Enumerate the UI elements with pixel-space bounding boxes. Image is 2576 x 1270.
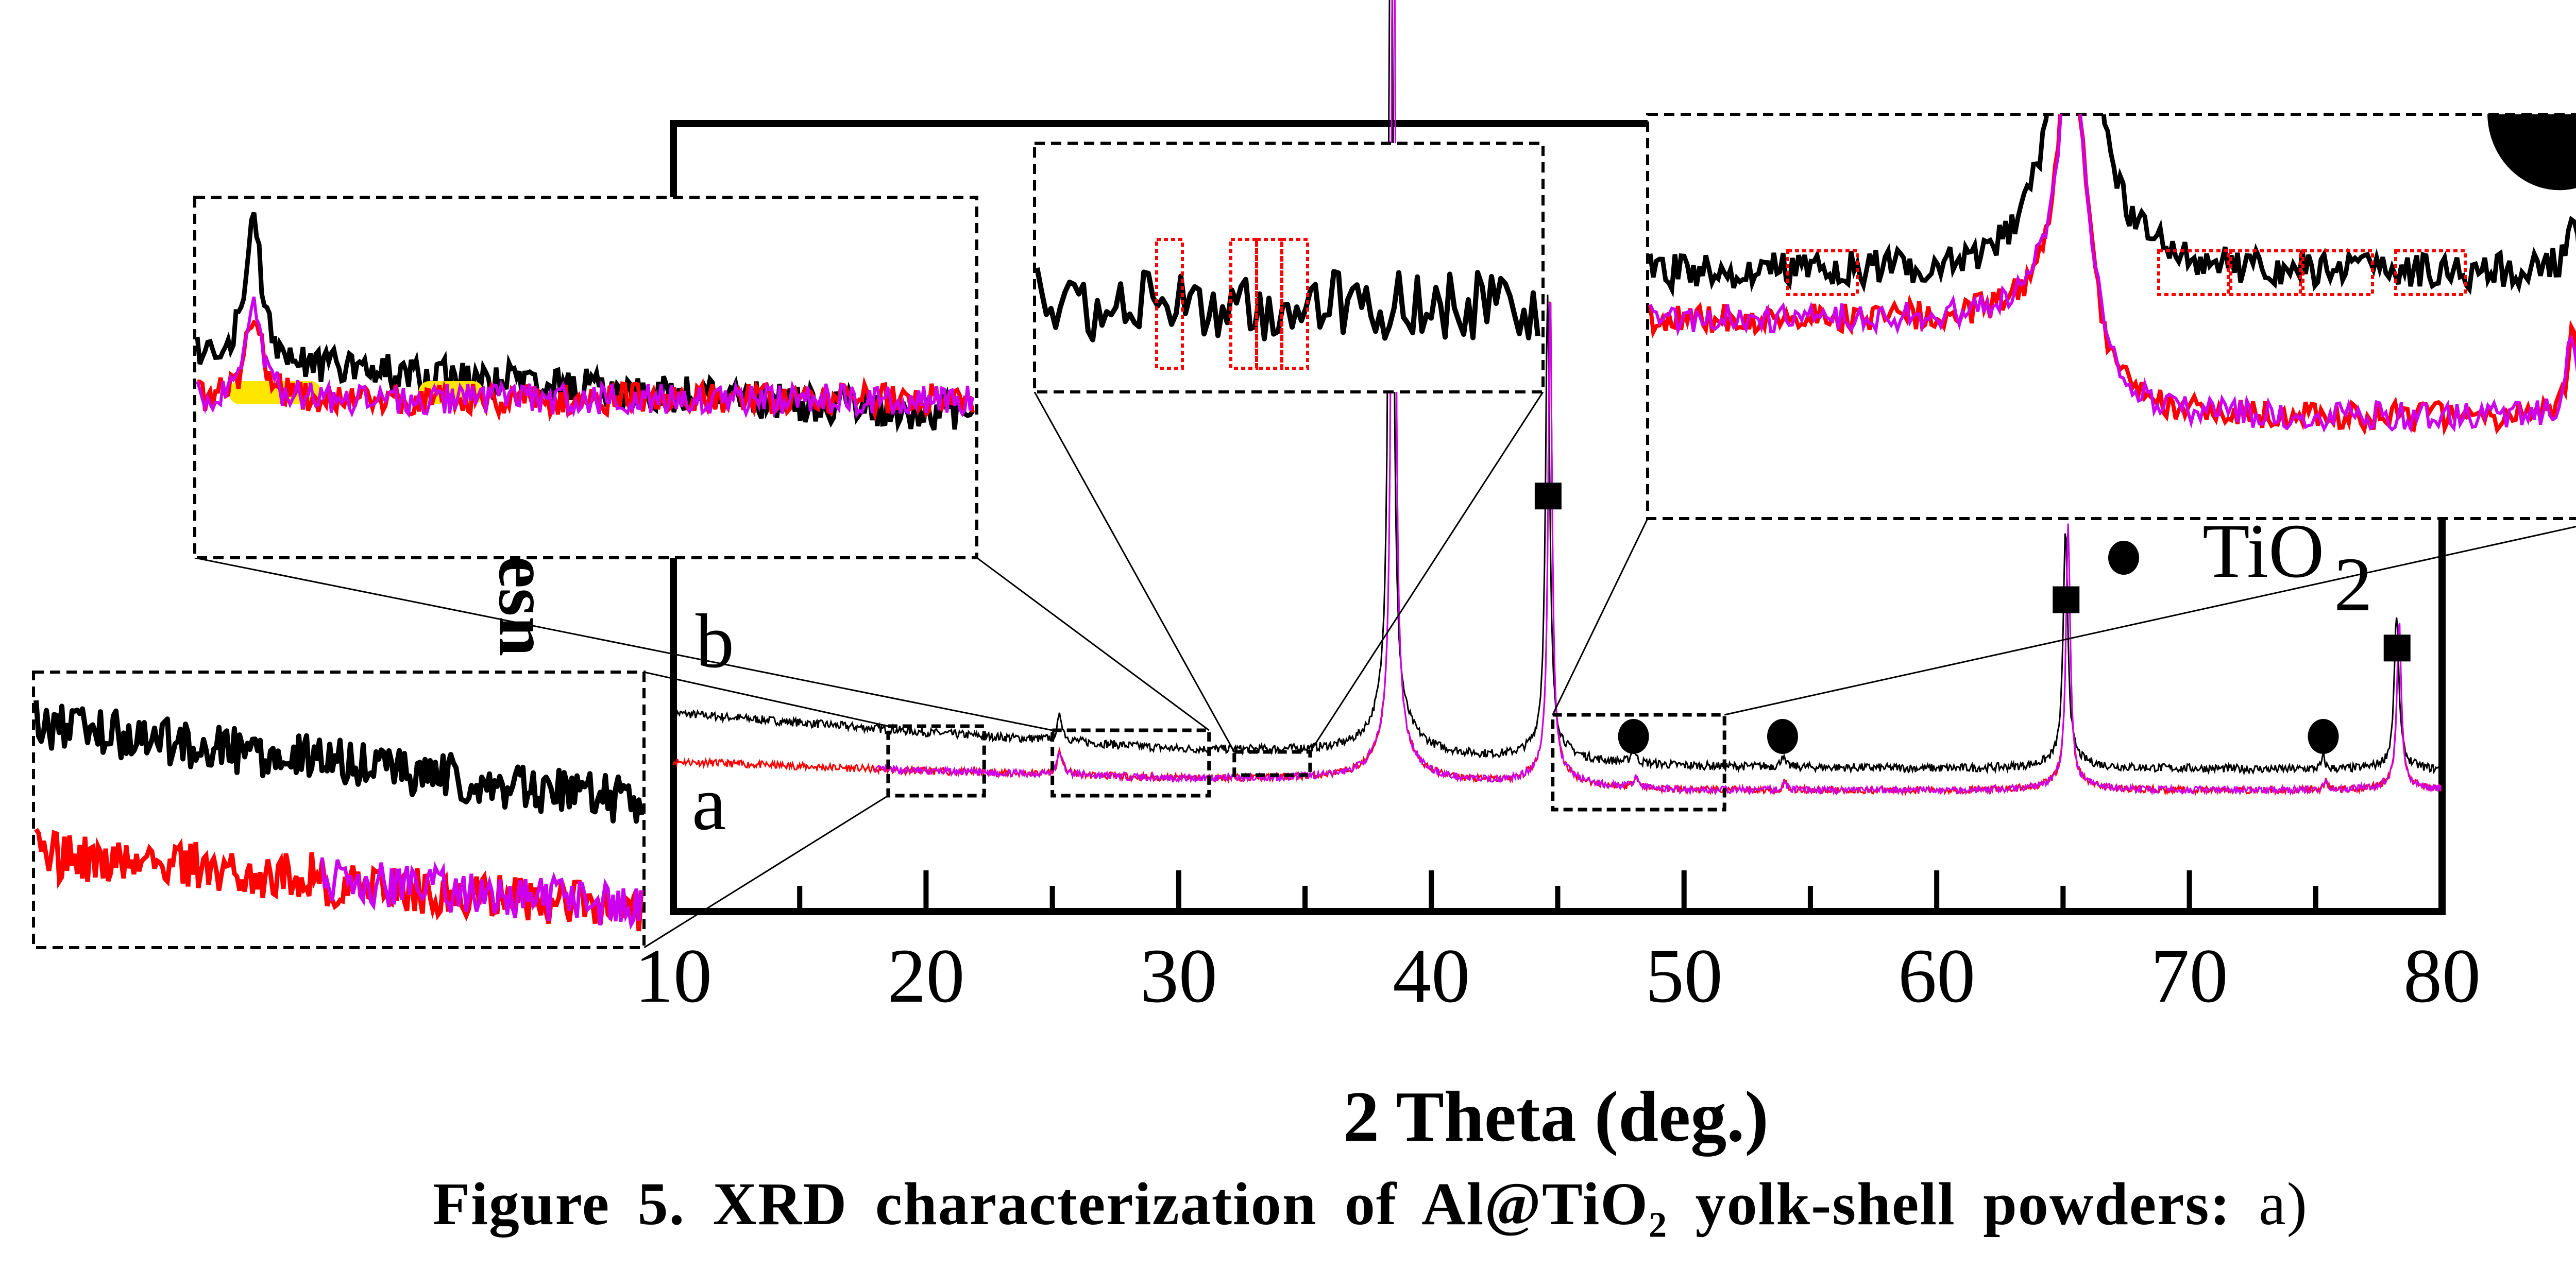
connector-line	[194, 557, 1053, 731]
curve-label-a: a	[692, 761, 726, 846]
connector-line	[643, 671, 889, 727]
zoom-region-boxes	[886, 713, 1726, 812]
connector-line	[976, 557, 1210, 731]
zoom-region-box	[1050, 728, 1211, 798]
legend: TiO 2	[2108, 508, 2372, 627]
zoom-region-box	[1551, 713, 1726, 812]
tick-label: 20	[887, 933, 964, 1019]
red-highlight-box	[1255, 238, 1283, 370]
clipped-circle-marker-icon	[2487, 114, 2576, 191]
phase-markers	[1534, 483, 2411, 754]
legend-subscript: 2	[2334, 542, 2372, 627]
x-tick-labels: 10 20 30 40 50 60 70 80	[635, 933, 2481, 1019]
inset-series-b	[1035, 267, 1540, 342]
al-square-marker-icon	[1534, 483, 1562, 510]
curves	[672, 0, 2442, 797]
tick-label: 70	[2151, 933, 2228, 1019]
red-highlight-box	[1155, 238, 1184, 370]
caption-plain: a)	[2231, 1170, 2308, 1238]
inset-top-left	[193, 196, 978, 559]
series-a-line	[672, 757, 876, 774]
inset-series-a-overlay	[1649, 114, 2576, 434]
legend-circle-icon	[2108, 541, 2139, 575]
tick-label: 30	[1140, 933, 1217, 1019]
curve-label-b: b	[696, 598, 734, 684]
red-highlight-box	[2394, 249, 2467, 296]
al-square-marker-icon	[2383, 634, 2411, 662]
inset-frame	[1033, 142, 1545, 393]
inset-top-right	[1646, 113, 2576, 520]
red-highlight-box	[1786, 249, 1859, 296]
red-highlight-box	[2229, 249, 2302, 296]
x-axis-title: 2 Theta (deg.)	[1343, 1077, 1769, 1157]
zoom-region-box	[886, 724, 986, 798]
inset-series-b	[1648, 114, 2576, 298]
inset-top-middle	[1033, 142, 1545, 393]
y-axis-label-fragment: esn	[484, 556, 564, 656]
inset-series-a-overlay	[196, 296, 974, 419]
connector-line	[643, 795, 889, 949]
tick-label: 60	[1898, 933, 1975, 1019]
red-highlight-box	[1280, 238, 1309, 370]
inset-series-a-overlay	[320, 857, 643, 930]
figure-caption: Figure 5. XRD characterization of Al@TiO…	[433, 1169, 2494, 1246]
red-highlight-box	[2157, 249, 2230, 296]
x-ticks	[671, 870, 2445, 912]
red-highlight-box	[2301, 249, 2374, 296]
caption-subscript: 2	[1649, 1205, 1668, 1245]
tio2-circle-marker-icon	[1618, 719, 1649, 754]
inset-plot-area	[1648, 114, 2576, 436]
connector-line	[1724, 525, 2576, 716]
caption-bold: Figure 5. XRD characterization of Al@TiO	[433, 1170, 1649, 1238]
tick-label: 10	[635, 933, 712, 1019]
tick-label: 40	[1393, 933, 1470, 1019]
tio2-circle-marker-icon	[2308, 719, 2339, 754]
series-a-overlay-line	[874, 0, 2442, 796]
connector-line	[1033, 391, 1235, 752]
inset-series-b	[33, 700, 644, 824]
tio2-circle-marker-icon	[1767, 719, 1798, 754]
zoom-region-box	[1232, 750, 1312, 777]
red-highlight-box	[1229, 238, 1258, 370]
tick-label: 50	[1646, 933, 1723, 1019]
connector-line	[1552, 518, 1649, 715]
tick-label: 80	[2403, 933, 2481, 1019]
al-square-marker-icon	[2053, 586, 2080, 613]
inset-connector-lines	[194, 391, 2576, 949]
caption-bold-rest: yolk-shell powders:	[1668, 1170, 2231, 1238]
inset-bottom-left	[32, 671, 646, 949]
connector-line	[1309, 391, 1544, 752]
main-plot: 10 20 30 40 50 60 70 80 b a esn TiO 2 2 Theta (…	[194, 0, 2576, 1157]
legend-label: TiO	[2202, 508, 2324, 594]
inset-series-a	[34, 828, 325, 900]
